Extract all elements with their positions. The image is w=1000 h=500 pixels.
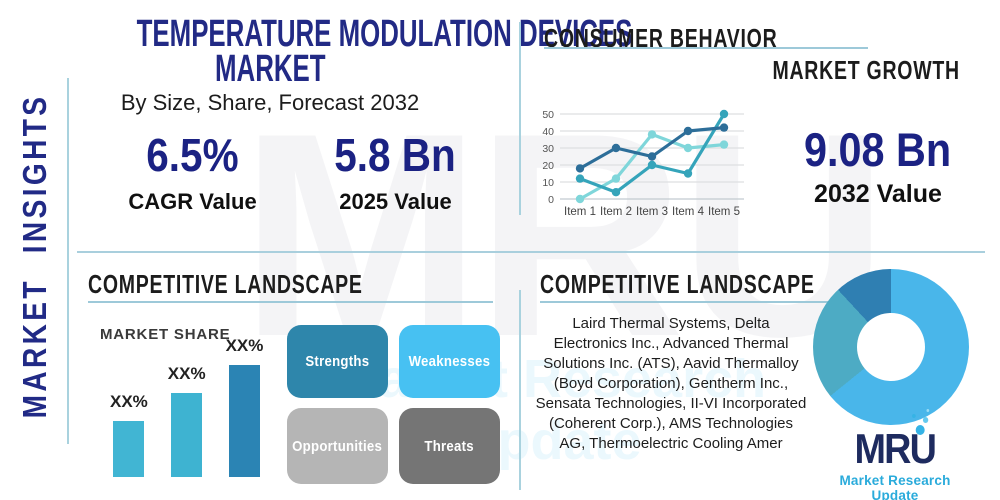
value-2025-value: 5.8 Bn	[334, 129, 457, 181]
svg-text:20: 20	[542, 160, 554, 172]
bar	[113, 421, 145, 477]
svg-text:40: 40	[542, 126, 554, 138]
bar	[171, 393, 203, 477]
cagr-stat: 6.5% CAGR Value	[110, 130, 275, 215]
horizontal-divider	[77, 251, 985, 253]
value-2032-label: 2032 Value	[814, 180, 942, 208]
bar-value-label: XX%	[167, 364, 206, 383]
competitive-landscape-left-heading: COMPETITIVE LANDSCAPE	[88, 269, 363, 299]
left-vertical-divider	[67, 78, 69, 444]
cagr-label: CAGR Value	[128, 189, 257, 214]
swot-threats-box: Threats	[399, 408, 500, 484]
donut-hole	[857, 313, 925, 381]
company-share-donut-chart	[813, 269, 969, 425]
bar-value-label: XX%	[110, 392, 148, 411]
svg-text:Item 4: Item 4	[672, 206, 705, 218]
svg-text:30: 30	[542, 143, 554, 155]
swot-weaknesses-box: Weaknesses	[399, 325, 500, 398]
page-title-line2: MARKET	[214, 48, 326, 90]
swot-threats-label: Threats	[424, 437, 475, 455]
competitive-landscape-left-underline	[88, 301, 493, 303]
consumer-behavior-heading: CONSUMER BEHAVIOR	[544, 23, 778, 53]
swot-opportunities-label: Opportunities	[292, 437, 383, 455]
bar-column: XX%	[168, 364, 206, 477]
vertical-market-insights-label: MARKET INSIGHTS	[16, 93, 53, 419]
logo-splash-dot-icon	[912, 414, 916, 418]
svg-text:10: 10	[542, 177, 554, 189]
page-subtitle: By Size, Share, Forecast 2032	[120, 90, 420, 115]
center-vertical-divider-bottom	[519, 290, 521, 490]
bar-column: XX%	[225, 336, 264, 477]
value-2025-label: 2025 Value	[339, 189, 452, 214]
mru-logo-text: MRU	[855, 409, 937, 470]
svg-text:0: 0	[548, 194, 554, 206]
svg-text:Item 1: Item 1	[564, 206, 596, 218]
mru-logo: MRU Market Research Update	[815, 409, 975, 500]
logo-splash-dot-icon	[926, 409, 930, 412]
swot-weaknesses-label: Weaknesses	[408, 353, 491, 370]
page-title-line1: TEMPERATURE MODULATION DEVICES	[136, 13, 633, 55]
consumer-behavior-line-chart: 0 10 20 30 40 50 Item 1 Item 2 Item 3 Item 4 Item …	[542, 109, 744, 218]
cagr-value: 6.5%	[146, 129, 239, 181]
bar	[228, 365, 260, 477]
market-growth-heading: MARKET GROWTH	[772, 55, 960, 85]
mru-logo-tagline: Market Research Update	[839, 473, 951, 500]
svg-text:Item 3: Item 3	[636, 206, 668, 218]
svg-text:Item 2: Item 2	[600, 206, 632, 218]
swot-grid: Strengths Weaknesses Opportunities Threa…	[287, 325, 500, 484]
logo-splash-dot-icon	[915, 425, 925, 435]
value-2032-value: 9.08 Bn	[804, 123, 952, 176]
value-2032-stat: 9.08 Bn 2032 Value	[788, 125, 968, 209]
center-vertical-divider-top	[519, 22, 521, 215]
competitive-landscape-right-underline	[540, 301, 870, 303]
competitive-landscape-right-heading: COMPETITIVE LANDSCAPE	[540, 269, 815, 299]
logo-splash-dot-icon	[923, 417, 929, 423]
swot-strengths-label: Strengths	[305, 353, 370, 370]
svg-text:Item 5: Item 5	[708, 206, 740, 218]
swot-strengths-box: Strengths	[287, 325, 388, 398]
consumer-behavior-underline	[544, 47, 868, 49]
page-title: TEMPERATURE MODULATION DEVICES MARKET	[20, 15, 633, 90]
bar-column: XX%	[110, 392, 148, 477]
swot-opportunities-box: Opportunities	[287, 408, 388, 484]
bar-value-label: XX%	[225, 336, 264, 355]
market-share-label: MARKET SHARE	[100, 326, 231, 343]
value-2025-stat: 5.8 Bn 2025 Value	[313, 130, 478, 215]
svg-text:50: 50	[542, 109, 554, 121]
company-list: Laird Thermal Systems, Delta Electronics…	[535, 315, 807, 452]
market-share-bar-chart: XX% XX% XX%	[110, 336, 263, 477]
